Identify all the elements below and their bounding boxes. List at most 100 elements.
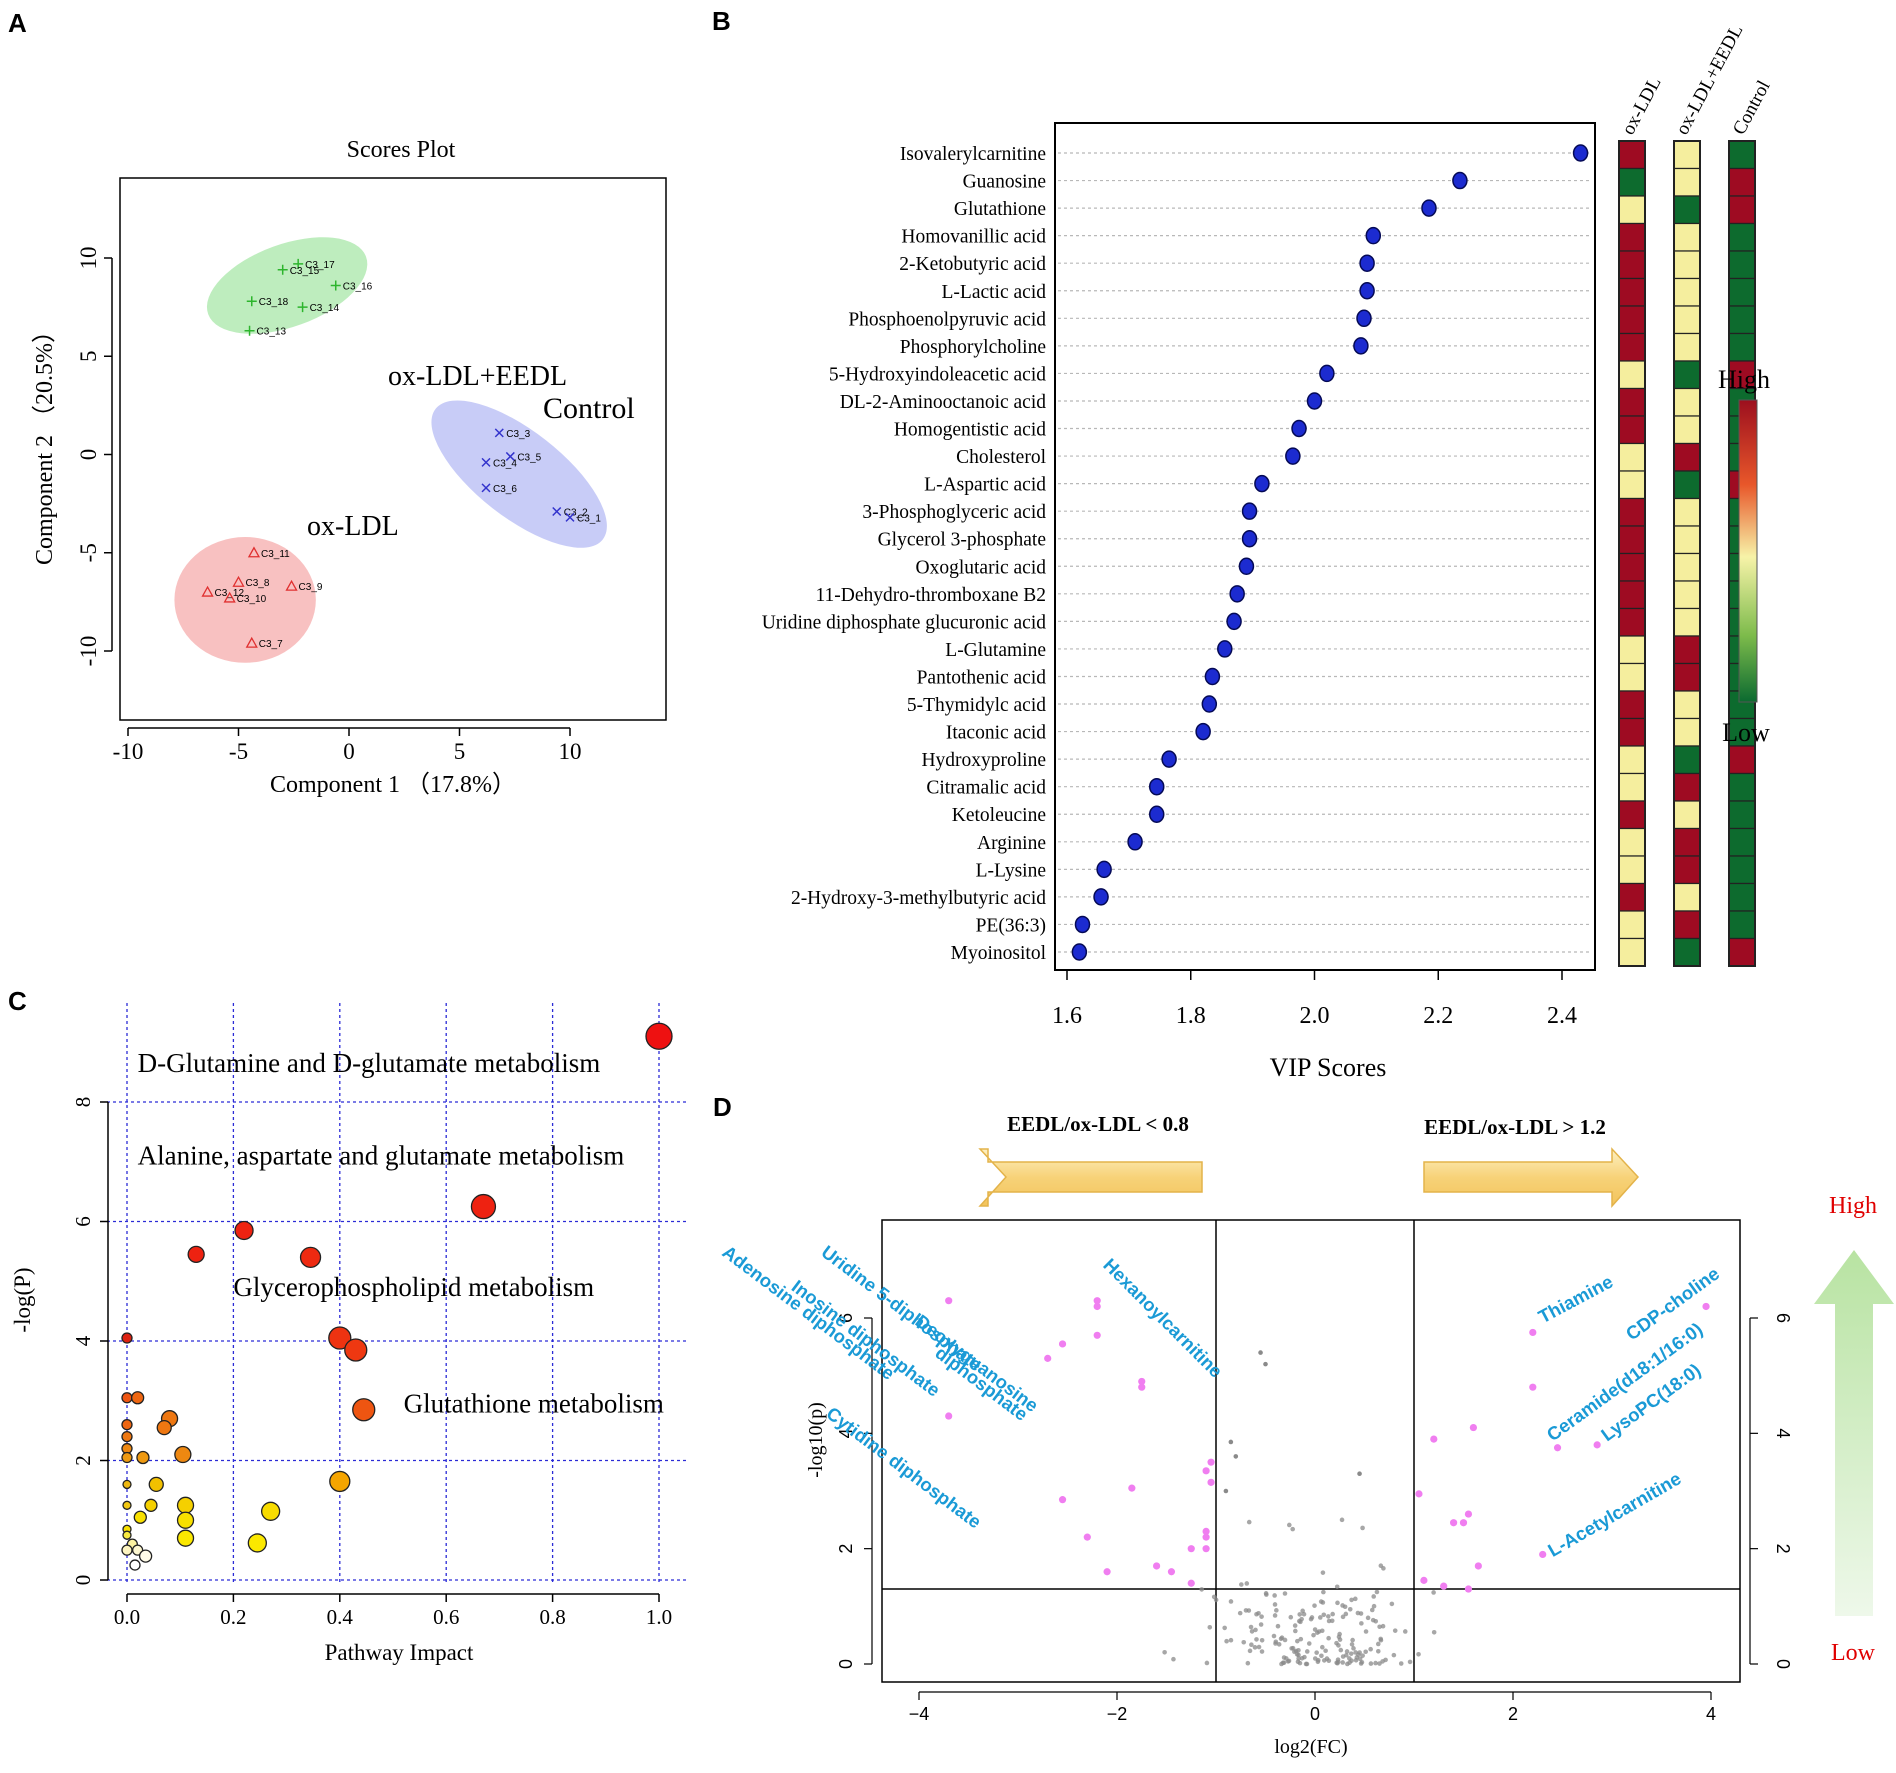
ns-point [1259,1637,1265,1643]
ns-point [1338,1647,1344,1653]
vip-point [1229,585,1245,603]
pathway-annotation: D-Glutamine and D-glutamate metabolism [138,1048,601,1078]
ns-point [1233,1454,1239,1459]
vip-plot-frame [1054,122,1596,971]
heatmap-cell [1673,305,1701,335]
volcano-frame [881,1219,1741,1683]
ns-point [1284,1656,1289,1661]
x-tick-label: 5 [454,739,466,764]
ns-point [1351,1646,1356,1651]
ns-point [1373,1660,1378,1666]
heatmap-cell [1728,827,1756,857]
ns-point [1315,1659,1321,1665]
sig-point [945,1297,953,1305]
heatmap-cell [1673,387,1701,417]
heatmap-cell [1618,195,1646,225]
ns-point [1349,1642,1355,1647]
ns-point [1369,1607,1375,1613]
pathway-point [138,1549,153,1563]
ns-point [1294,1652,1300,1657]
ns-point [1249,1629,1255,1634]
x-tick-label: −2 [1107,1704,1128,1724]
scores-plot-title: Scores Plot [347,137,456,163]
vip-point [1074,915,1091,934]
ns-point [1228,1599,1234,1604]
heatmap-cell [1673,607,1701,637]
pathway-point [176,1529,195,1547]
heatmap-cell [1673,140,1701,170]
vip-point [1241,529,1258,548]
x-tick-label: 4 [1706,1704,1716,1724]
heatmap-column-label: ox-LDL [1618,74,1666,139]
ns-point [1246,1519,1252,1525]
pathway-point [174,1445,192,1464]
ns-point [1340,1654,1346,1659]
vip-point [1148,777,1165,796]
ns-point [1357,1471,1362,1476]
volcano-metabolite-label: L-Acetylcarnitine [1544,1468,1684,1561]
pathway-point [121,1451,133,1464]
pathway-point [344,1338,368,1362]
score-point-label: C3_2 [564,507,588,518]
pathway-point [299,1246,322,1268]
ns-point [1326,1635,1331,1641]
up-gradient-arrow [1814,1250,1894,1616]
ns-point [1389,1601,1395,1607]
score-point [277,264,288,275]
ns-point [1228,1439,1234,1445]
pathway-annotation: Glycerophospholipid metabolism [233,1272,594,1302]
metabolite-label: Oxoglutaric acid [916,557,1047,578]
sig-point [1430,1435,1438,1443]
ns-point [1360,1525,1365,1531]
heatmap-cell [1728,855,1756,885]
volcano-legend-high: High [1829,1193,1877,1219]
score-point [232,575,245,587]
sig-point [1187,1579,1195,1587]
left-arrow-label: EEDL/ox-LDL < 0.8 [1007,1112,1189,1136]
pathway-annotation: Alanine, aspartate and glutamate metabol… [138,1141,625,1171]
sig-point [1128,1484,1136,1492]
volcano-legend-low: Low [1831,1640,1876,1666]
pathway-point [176,1511,195,1529]
score-point-label: C3_10 [237,594,267,605]
sig-point [1593,1441,1601,1449]
x-tick-label: 10 [559,739,582,764]
sig-point [1415,1490,1423,1498]
score-point [201,585,214,597]
ns-point [1431,1590,1436,1595]
score-point [565,512,575,522]
vip-point [1452,171,1468,190]
volcano-ylabel: -log10(p) [805,1402,827,1478]
score-point-label: C3_16 [343,282,373,293]
y-tick-label: -10 [76,636,101,667]
heatmap-cell [1673,332,1701,362]
ns-point [1320,1570,1326,1575]
heatmap-cell [1618,717,1646,747]
ns-point [1312,1603,1317,1608]
metabolite-label: Phosphorylcholine [900,337,1046,358]
vip-point [1353,337,1369,355]
heatmap-cell [1618,910,1646,940]
score-point-label: C3_13 [257,327,287,338]
pathway-point [260,1501,281,1521]
heatmap-cell [1728,772,1756,802]
vip-point [1204,667,1221,686]
panel-label-b: B [712,6,731,36]
pathway-point [352,1398,376,1422]
heatmap-cell [1673,415,1701,445]
ns-point [1271,1633,1277,1639]
scores-plot-xlabel: Component 1 （17.8%） [270,772,516,798]
pathway-point [122,1530,132,1540]
score-point-label: C3_7 [259,639,283,650]
heatmap-cell [1618,937,1646,967]
ns-point [1258,1350,1263,1355]
y-tick-label: -5 [76,543,101,562]
ns-point [1334,1584,1340,1590]
heatmap-cell [1728,277,1756,307]
score-point-label: C3_15 [290,266,320,277]
volcano-metabolite-label: Adenosine diphosphate [719,1241,899,1384]
heatmap-cell [1728,745,1756,775]
vip-point [1161,750,1177,768]
score-point-label: C3_6 [493,484,517,495]
